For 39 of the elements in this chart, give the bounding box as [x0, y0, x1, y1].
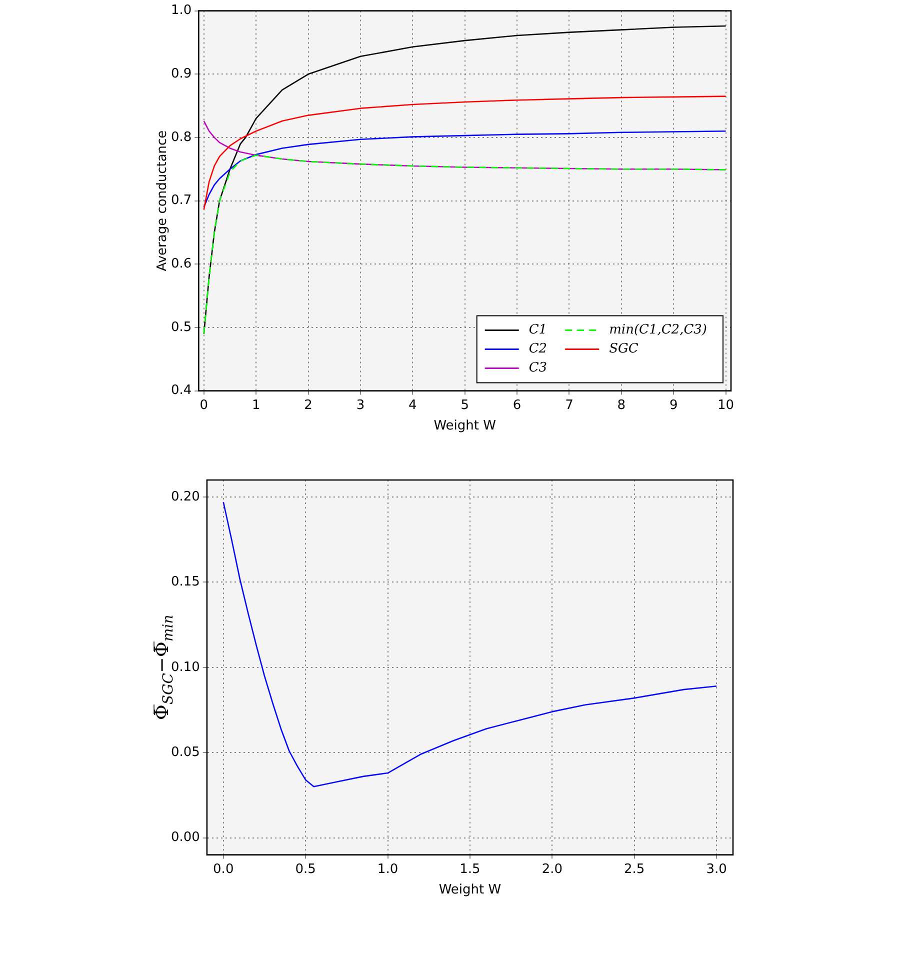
x-tick-label: 2.5	[624, 862, 645, 877]
x-tick-label: 3	[356, 398, 365, 413]
x-tick-label: 4	[408, 398, 417, 413]
x-tick-label: 5	[460, 398, 469, 413]
line-series	[203, 154, 726, 334]
x-tick-label: 9	[669, 398, 678, 413]
x-tick-label: 2.0	[542, 862, 563, 877]
y-tick-label: 0.15	[170, 574, 200, 590]
y-tick-label: 0.6	[170, 256, 192, 272]
x-tick-label: 2	[304, 398, 312, 413]
x-tick-label: 0.5	[295, 862, 316, 877]
y-tick-label: 0.00	[170, 830, 200, 846]
legend-label: C1	[528, 322, 548, 338]
y-tick-label: 0.05	[170, 744, 200, 760]
x-axis-title: Weight W	[434, 418, 496, 434]
legend-label: C2	[528, 342, 548, 357]
y-tick-label: 0.5	[170, 320, 192, 335]
x-tick-label: 6	[512, 398, 522, 413]
x-tick-label: 7	[565, 398, 574, 413]
y-tick-label: 0.9	[170, 66, 192, 82]
x-tick-label: 10	[718, 398, 734, 413]
y-tick-label: 1.0	[170, 3, 192, 18]
x-tick-label: 8	[617, 398, 626, 413]
x-tick-label: 1.0	[377, 862, 398, 877]
x-axis-title: Weight W	[438, 882, 502, 898]
x-tick-label: 1	[252, 398, 260, 413]
y-tick-label: 0.8	[170, 130, 192, 145]
y-tick-label: 0.7	[170, 193, 192, 208]
legend-label: C3	[528, 360, 548, 376]
legend-label: SGC	[609, 342, 638, 357]
y-tick-label: 0.20	[170, 489, 200, 504]
y-axis-title: Average conductance	[155, 130, 170, 272]
y-tick-label: 0.4	[170, 383, 192, 398]
y-tick-label: 0.10	[170, 660, 200, 675]
legend-label: min(C1,C2,C3)	[609, 322, 708, 338]
x-tick-label: 3.0	[706, 862, 727, 877]
x-tick-label: 0.0	[213, 862, 234, 877]
x-tick-label: 0	[200, 398, 208, 413]
x-tick-label: 1.5	[460, 862, 480, 877]
